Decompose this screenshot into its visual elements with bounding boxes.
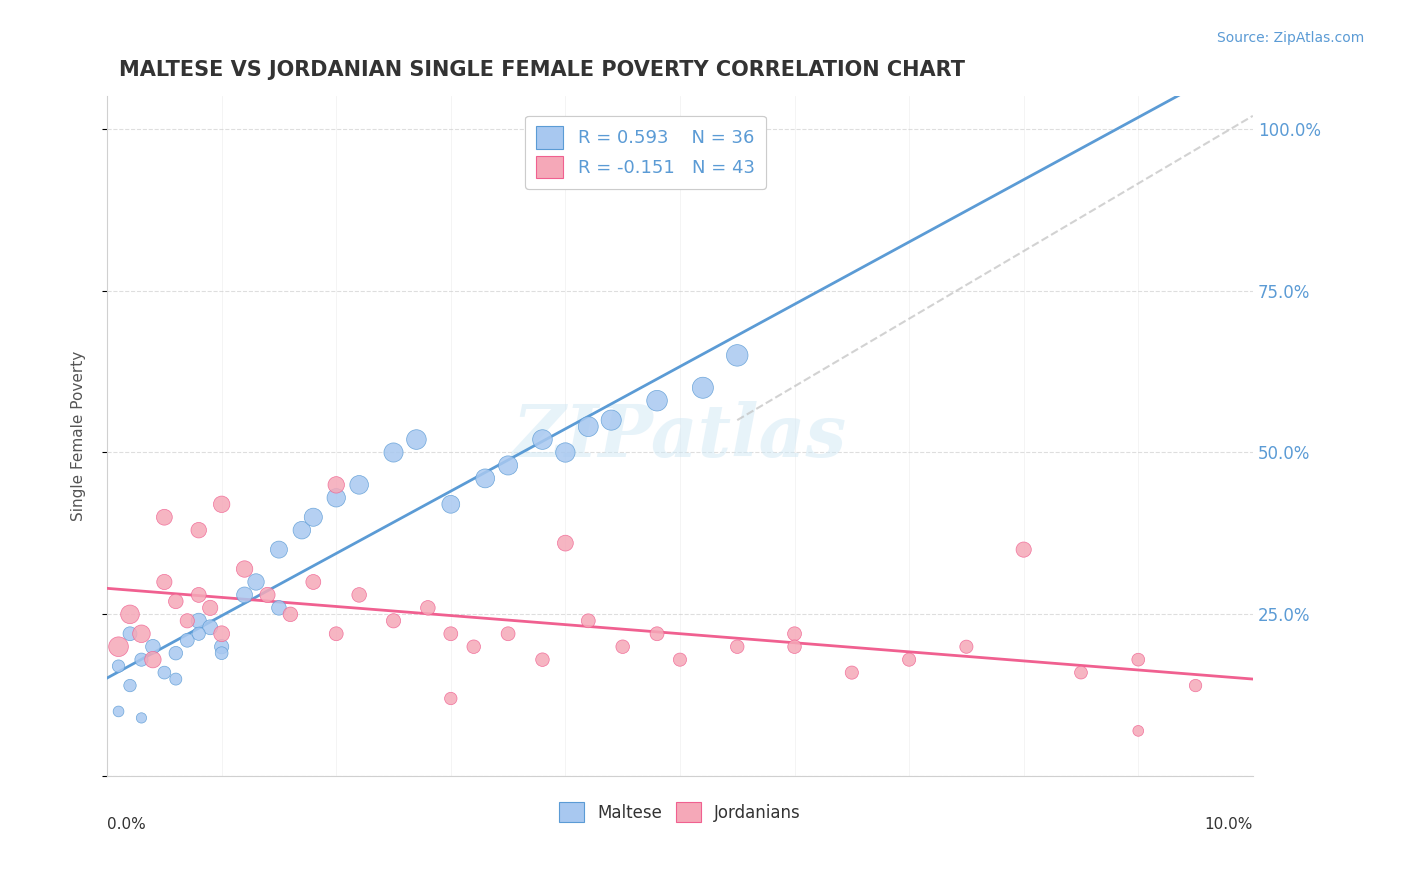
Legend: R = 0.593    N = 36, R = -0.151   N = 43: R = 0.593 N = 36, R = -0.151 N = 43 [526,116,766,188]
Point [187,588,209,602]
Point [118,626,141,640]
Point [440,626,463,640]
Point [1128,653,1150,667]
Point [463,640,485,654]
Point [1128,723,1150,738]
Point [245,574,267,589]
Point [325,478,347,492]
Point [645,393,668,408]
Point [187,523,209,537]
Point [1070,665,1092,680]
Point [416,600,439,615]
Point [725,640,748,654]
Point [612,640,634,654]
Point [176,633,198,648]
Point [1012,542,1035,557]
Point [280,607,302,622]
Point [142,640,165,654]
Point [153,510,176,524]
Point [187,626,209,640]
Point [256,588,278,602]
Text: 0.0%: 0.0% [107,817,146,832]
Point [1184,679,1206,693]
Point [131,626,153,640]
Point [531,653,554,667]
Point [165,672,187,686]
Point [325,626,347,640]
Point [211,640,233,654]
Point [165,646,187,660]
Point [347,588,370,602]
Point [576,614,599,628]
Point [107,640,129,654]
Point [165,594,187,608]
Point [233,588,256,602]
Point [382,445,405,459]
Point [118,607,141,622]
Point [474,471,496,485]
Text: ZIPatlas: ZIPatlas [513,401,846,472]
Point [669,653,692,667]
Point [211,646,233,660]
Point [325,491,347,505]
Y-axis label: Single Female Poverty: Single Female Poverty [72,351,86,522]
Point [142,653,165,667]
Point [440,497,463,511]
Point [576,419,599,434]
Point [291,523,314,537]
Point [554,536,576,550]
Point [267,600,290,615]
Point [211,497,233,511]
Text: MALTESE VS JORDANIAN SINGLE FEMALE POVERTY CORRELATION CHART: MALTESE VS JORDANIAN SINGLE FEMALE POVER… [118,60,965,79]
Point [267,542,290,557]
Point [118,679,141,693]
Point [153,665,176,680]
Point [600,413,623,427]
Point [725,348,748,362]
Point [131,653,153,667]
Point [440,691,463,706]
Point [496,626,519,640]
Text: Source: ZipAtlas.com: Source: ZipAtlas.com [1216,31,1364,45]
Point [692,381,714,395]
Point [405,433,427,447]
Point [211,626,233,640]
Point [153,574,176,589]
Point [233,562,256,576]
Point [496,458,519,473]
Point [554,445,576,459]
Point [107,705,129,719]
Point [783,626,806,640]
Point [783,640,806,654]
Point [898,653,921,667]
Point [531,433,554,447]
Point [107,659,129,673]
Point [302,510,325,524]
Point [841,665,863,680]
Point [955,640,977,654]
Text: 10.0%: 10.0% [1205,817,1253,832]
Point [198,600,221,615]
Point [198,620,221,634]
Point [302,574,325,589]
Point [347,478,370,492]
Point [382,614,405,628]
Point [645,626,668,640]
Point [187,614,209,628]
Point [131,711,153,725]
Point [176,614,198,628]
